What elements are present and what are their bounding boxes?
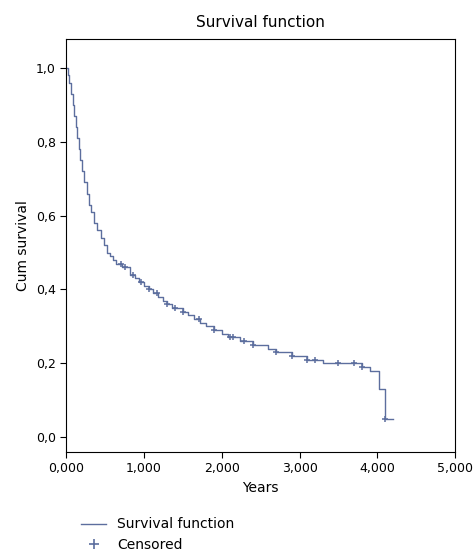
- Title: Survival function: Survival function: [196, 15, 325, 30]
- X-axis label: Years: Years: [242, 481, 279, 495]
- Legend: Survival function, Censored: Survival function, Censored: [81, 517, 235, 551]
- Y-axis label: Cum survival: Cum survival: [17, 200, 30, 290]
